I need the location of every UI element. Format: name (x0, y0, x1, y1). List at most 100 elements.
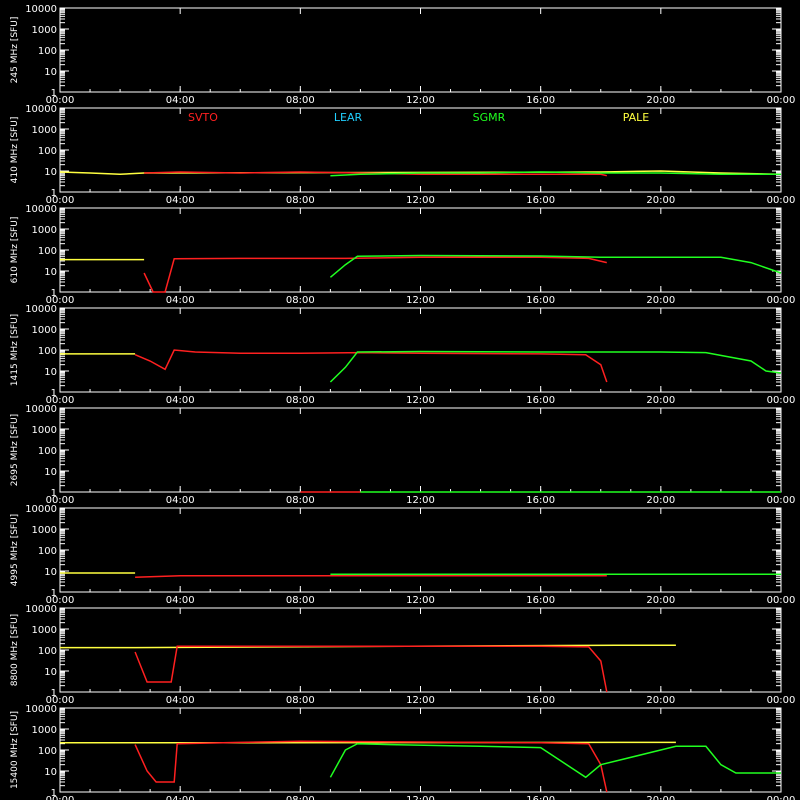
panel-frame (59, 607, 782, 693)
y-tick-label: 1 (51, 188, 57, 199)
x-tick-label: 20:00 (646, 395, 675, 406)
series-sgmr-line (329, 254, 782, 278)
x-tick-label: 20:00 (646, 195, 675, 206)
panel-frame (59, 307, 782, 393)
y-tick-label: 1000 (32, 25, 57, 36)
y-tick-label: 1000 (32, 725, 57, 736)
y-tick-label: 1 (51, 488, 57, 499)
y-axis-label: 1415 MHz [SFU] (10, 314, 20, 386)
y-tick-label: 1 (51, 388, 57, 399)
x-tick-label: 16:00 (526, 595, 555, 606)
series-sgmr-line (329, 742, 781, 779)
y-tick-label: 100 (38, 646, 57, 657)
legend-pale: PALE (623, 111, 650, 124)
y-tick-label: 100 (38, 446, 57, 457)
y-tick-label: 1000 (32, 525, 57, 536)
y-tick-label: 100 (38, 746, 57, 757)
y-tick-label: 100 (38, 346, 57, 357)
x-tick-label: 08:00 (286, 395, 315, 406)
panel-frame (59, 7, 782, 93)
y-tick-label: 1000 (32, 425, 57, 436)
series-svto-line (143, 256, 607, 293)
x-tick-label: 08:00 (286, 595, 315, 606)
y-tick-label: 10000 (25, 204, 57, 215)
y-axis-label: 610 MHz [SFU] (10, 217, 20, 284)
x-tick-label: 16:00 (526, 695, 555, 706)
x-tick-label: 20:00 (646, 695, 675, 706)
series-sgmr-line (329, 350, 782, 383)
y-tick-label: 10 (44, 167, 57, 178)
y-tick-label: 10000 (25, 404, 57, 415)
panel-7: 10000 1000 100 10 1 15400 MHz [SFU] 00:00 04:00… (10, 704, 795, 800)
panel-frame (59, 507, 782, 593)
y-axis-label: 8800 MHz [SFU] (10, 614, 20, 686)
x-tick-label: 00:00 (767, 195, 796, 206)
x-tick-label: 12:00 (406, 595, 435, 606)
x-tick-label: 16:00 (526, 795, 555, 800)
x-tick-label: 20:00 (646, 795, 675, 800)
series-svto-line (134, 740, 608, 793)
y-tick-label: 1 (51, 288, 57, 299)
y-tick-label: 10 (44, 467, 57, 478)
y-axis-label: 2695 MHz [SFU] (10, 414, 20, 486)
y-tick-label: 10000 (25, 504, 57, 515)
y-tick-label: 1000 (32, 225, 57, 236)
panel-frame (59, 107, 782, 193)
x-tick-label: 04:00 (166, 595, 195, 606)
x-tick-label: 08:00 (286, 795, 315, 800)
y-tick-label: 10 (44, 367, 57, 378)
y-tick-label: 100 (38, 246, 57, 257)
legend-lear: LEAR (334, 111, 363, 124)
x-tick-label: 16:00 (526, 495, 555, 506)
x-tick-label: 00:00 (46, 495, 75, 506)
x-tick-label: 00:00 (46, 795, 75, 800)
panel-3: 10000 1000 100 10 1 1415 MHz [SFU] 00:00 04:00 0… (10, 304, 795, 406)
y-axis-label: 4995 MHz [SFU] (10, 514, 20, 586)
panel-5: 10000 1000 100 10 1 4995 MHz [SFU] 00:00 04:00 0… (10, 504, 795, 606)
panel-1: 10000 1000 100 10 1 410 MHz [SFU] 00:00 04:00 08… (10, 104, 795, 206)
y-tick-label: 10 (44, 567, 57, 578)
x-tick-label: 20:00 (646, 295, 675, 306)
x-tick-label: 16:00 (526, 95, 555, 106)
y-tick-label: 10 (44, 767, 57, 778)
x-tick-label: 00:00 (46, 395, 75, 406)
y-tick-label: 1 (51, 588, 57, 599)
x-tick-label: 08:00 (286, 295, 315, 306)
x-tick-label: 16:00 (526, 295, 555, 306)
y-tick-label: 10000 (25, 4, 57, 15)
x-tick-label: 20:00 (646, 495, 675, 506)
y-tick-label: 1 (51, 788, 57, 799)
panel-frame (59, 407, 782, 493)
x-tick-label: 00:00 (767, 595, 796, 606)
y-tick-label: 1000 (32, 625, 57, 636)
x-tick-label: 00:00 (767, 495, 796, 506)
x-tick-label: 12:00 (406, 295, 435, 306)
x-tick-label: 00:00 (46, 695, 75, 706)
x-tick-label: 04:00 (166, 195, 195, 206)
y-tick-label: 100 (38, 146, 57, 157)
x-tick-label: 12:00 (406, 95, 435, 106)
x-tick-label: 16:00 (526, 195, 555, 206)
y-tick-label: 10000 (25, 704, 57, 715)
y-axis-label: 245 MHz [SFU] (10, 17, 20, 84)
x-tick-label: 12:00 (406, 695, 435, 706)
y-tick-label: 1 (51, 688, 57, 699)
panel-4: 10000 1000 100 10 1 2695 MHz [SFU] 00:00 04:00 0… (10, 404, 795, 506)
panel-6: 10000 1000 100 10 1 8800 MHz [SFU] 00:00 04:00 0… (10, 604, 795, 706)
panel-frame (59, 707, 782, 793)
x-tick-label: 04:00 (166, 295, 195, 306)
y-tick-label: 100 (38, 546, 57, 557)
y-axis-label: 15400 MHz [SFU] (10, 711, 20, 789)
x-tick-label: 20:00 (646, 595, 675, 606)
x-tick-label: 00:00 (46, 95, 75, 106)
x-tick-label: 00:00 (767, 795, 796, 800)
x-tick-label: 12:00 (406, 495, 435, 506)
x-tick-label: 08:00 (286, 495, 315, 506)
legend-svto: SVTO (188, 111, 218, 124)
y-tick-label: 10000 (25, 104, 57, 115)
x-tick-label: 00:00 (46, 295, 75, 306)
series-svto-line (135, 574, 607, 579)
y-tick-label: 10 (44, 67, 57, 78)
x-tick-label: 04:00 (166, 695, 195, 706)
